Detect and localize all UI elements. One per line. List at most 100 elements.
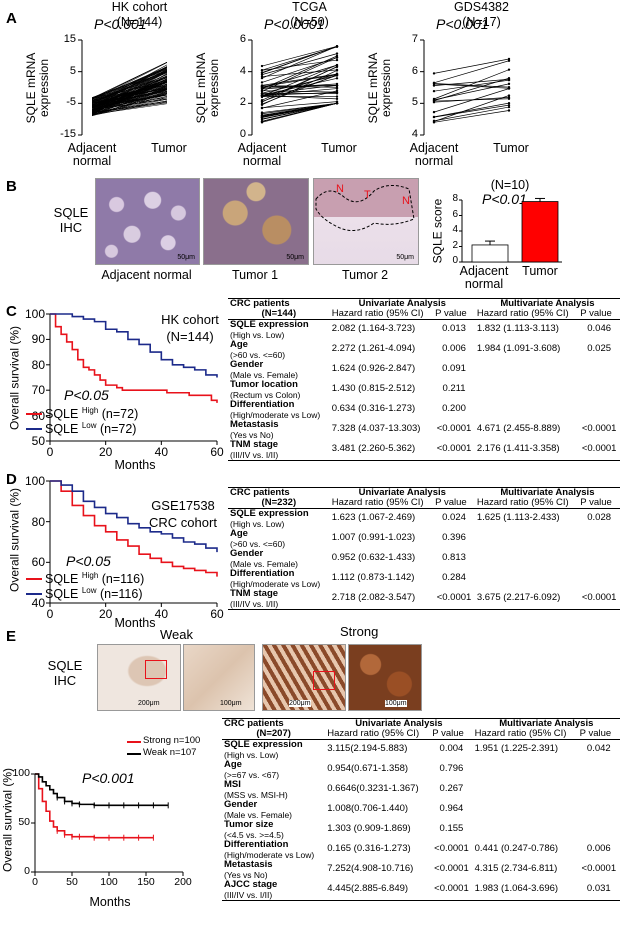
paired-point xyxy=(432,84,436,87)
paired-line xyxy=(91,81,168,114)
multi-p xyxy=(578,569,620,589)
paired-line xyxy=(261,45,338,67)
paired-point xyxy=(260,102,264,106)
km-e-xtick-0: 0 xyxy=(32,876,38,888)
panel-a-xcat-0-0: Adjacent normal xyxy=(67,141,117,168)
paired-line xyxy=(91,103,168,115)
paired-line xyxy=(433,83,510,88)
ihc-image-tumor-2: N T N 50μm xyxy=(313,178,419,265)
paired-point xyxy=(432,115,436,119)
uni-hr: 7.328 (4.037-13.303) xyxy=(331,423,421,434)
tumor-mark-n: N xyxy=(336,183,344,195)
paired-line xyxy=(261,95,338,100)
table-row: Gender (Male vs. Female) 0.952 (0.632-1.43… xyxy=(228,549,620,570)
scale-bar-label: 200μm xyxy=(289,700,311,707)
uni-hr: 0.954(0.671-1.358) xyxy=(327,763,409,774)
table-row: Differentiation (High/moderate vs Low) 0.1… xyxy=(222,840,620,861)
tumor-boundary xyxy=(315,185,415,231)
paired-line xyxy=(433,77,510,101)
variable-desc: (III/IV vs. I/II) xyxy=(230,450,279,460)
cox-table-d: CRC patients Univariate Analysis Multivari… xyxy=(228,487,620,610)
multi-hr xyxy=(475,400,578,420)
uni-hr: 2.082 (1.164-3.723) xyxy=(331,323,416,334)
multi-hr: 4.315 (2.734-6.811) xyxy=(474,863,558,874)
paired-point xyxy=(507,101,511,105)
km-d-ylabel: Overall survival (%) xyxy=(7,487,22,593)
scale-bar-label: 50μm xyxy=(396,254,414,261)
paired-line xyxy=(91,66,168,101)
scale-bar-label: 200μm xyxy=(138,700,160,707)
variable-name: SQLE expression xyxy=(224,739,303,750)
table-row: Age (>60 vs. <=60) 1.007 (0.991-1.023) 0.39… xyxy=(228,528,620,550)
scale-bar-label: 50μm xyxy=(177,254,195,261)
table-row: Age (>60 vs. <=60) 2.272 (1.261-4.094) 0.00… xyxy=(228,340,620,361)
km-d-ytick-3: 40 xyxy=(31,596,45,610)
km-c-ytick-2: 80 xyxy=(31,357,45,372)
km-svg-km-c xyxy=(46,313,218,445)
paired-point xyxy=(335,58,339,62)
uni-hr: 2.272 (1.261-4.094) xyxy=(331,343,416,354)
uni-hr: 1.007 (0.991-1.023) xyxy=(331,532,416,543)
multi-hr xyxy=(473,800,578,820)
paired-point xyxy=(335,97,339,101)
table-row: Gender (Male vs. Female) 1.008(0.706-1.440… xyxy=(222,800,620,821)
variable-desc: (Yes vs No) xyxy=(230,430,274,440)
paired-point xyxy=(507,109,511,112)
km-d-legend-swatch-1 xyxy=(26,593,42,595)
paired-point xyxy=(335,56,339,59)
uni-p: <0.0001 xyxy=(434,883,469,894)
bar-0 xyxy=(471,244,509,263)
paired-line xyxy=(261,102,338,117)
paired-line xyxy=(91,68,168,102)
variable-name: Tumor size xyxy=(224,819,274,830)
km-c-ytick-4: 60 xyxy=(31,408,45,423)
multi-hr xyxy=(473,780,578,800)
variable-name: Tumor location xyxy=(230,379,298,390)
table-row: Age (>=67 vs. <67) 0.954(0.671-1.358) 0.796 xyxy=(222,760,620,781)
panel-a-plot-2 xyxy=(420,39,511,136)
paired-line xyxy=(433,102,510,118)
bar-1 xyxy=(521,201,559,263)
km-c-xtick-1: 20 xyxy=(98,445,113,459)
tumor-mark-n2: N xyxy=(402,195,410,207)
km-e-legend-1: Weak n=107 xyxy=(143,747,197,758)
km-d-legend-0: SQLE High (n=116) xyxy=(45,571,145,587)
multi-p xyxy=(578,780,620,800)
panel-a-ylabel-0: SQLE mRNA expression xyxy=(24,52,51,123)
paired-point xyxy=(432,99,436,102)
multi-hr xyxy=(475,529,578,549)
paired-point xyxy=(260,71,264,74)
table-row: TNM stage (III/IV vs. I/II) 3.481 (2.260-5… xyxy=(228,440,620,461)
paired-line xyxy=(91,70,168,110)
panel-a-pvalue-0: P<0.001 xyxy=(94,16,147,32)
table-row: SQLE expression (High vs. Low) 2.082 (1.16… xyxy=(228,320,620,341)
km-e-ylabel: Overall survival (%) xyxy=(0,767,15,873)
variable-name: TNM stage xyxy=(230,439,279,450)
km-e-legend-0: Strong n=100 xyxy=(143,735,201,746)
panel-a-ylabel-1: SQLE mRNA expression xyxy=(194,52,221,123)
panel-a-xcat-1-2: Tumor xyxy=(493,141,529,155)
panel-a-ytick-1-2: 2 xyxy=(239,96,246,109)
caption-adjacent-normal: Adjacent normal xyxy=(101,268,192,282)
bar-b-xcat-1: Tumor xyxy=(522,264,558,278)
uni-hr: 1.624 (0.926-2.847) xyxy=(331,363,416,374)
table-E-sub-2: Hazard ratio (95% CI) xyxy=(474,728,567,739)
paired-point xyxy=(260,112,264,115)
paired-point xyxy=(335,63,339,67)
uni-hr: 0.165 (0.316-1.273) xyxy=(327,843,411,854)
paired-point xyxy=(432,110,436,114)
table-D-header-0: CRC patients xyxy=(230,487,290,498)
km-d-ytick-1: 80 xyxy=(31,514,45,529)
variable-name: Age xyxy=(230,528,248,539)
uni-p: <0.0001 xyxy=(436,423,472,434)
table-row: MSI (MSS vs. MSI-H) 0.6646(0.3231-1.367) 0.… xyxy=(222,780,620,801)
panel-a-ytick-0-1: 5 xyxy=(69,64,76,77)
km-c-legend-swatch-0 xyxy=(26,413,42,415)
paired-line xyxy=(433,60,510,84)
paired-line xyxy=(261,77,338,96)
paired-point xyxy=(507,82,511,86)
uni-hr: 1.623 (1.067-2.469) xyxy=(331,512,416,523)
variable-desc: (>60 vs. <=60) xyxy=(230,350,286,360)
variable-desc: (Rectum vs Colon) xyxy=(230,390,301,400)
paired-line xyxy=(433,110,510,123)
